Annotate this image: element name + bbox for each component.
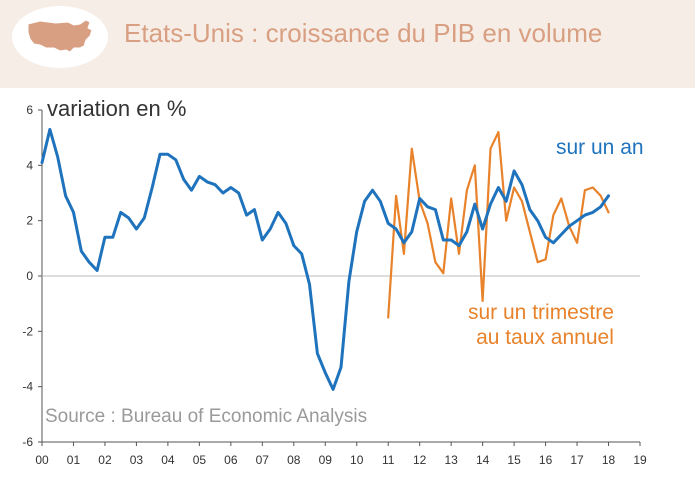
series-line-quarter — [387, 130, 610, 319]
x-tick-label: 10 — [350, 453, 364, 467]
x-tick-label: 05 — [193, 453, 207, 467]
usa-map-icon — [12, 6, 108, 68]
x-tick-label: 00 — [35, 453, 49, 467]
y-tick-label: 0 — [26, 269, 33, 283]
x-tick-label: 16 — [539, 453, 553, 467]
x-tick-label: 07 — [256, 453, 270, 467]
x-tick-label: 18 — [602, 453, 616, 467]
x-tick-label: 12 — [413, 453, 427, 467]
series-label-quarter-line2: au taux annuel — [476, 326, 614, 349]
x-tick-label: 06 — [224, 453, 238, 467]
x-tick-label: 01 — [67, 453, 81, 467]
x-tick-label: 04 — [161, 453, 175, 467]
x-tick-label: 13 — [444, 453, 458, 467]
line-chart: 6 4 2 0 -2 -4 -600 01 02 03 04 05 06 07 08 09 10 11 12 13 14… — [22, 103, 647, 467]
x-tick-label: 15 — [507, 453, 521, 467]
series-label-quarter: sur un trimestre au taux annuel — [468, 300, 614, 350]
y-axis-label: variation en % — [47, 96, 187, 121]
x-tick-label: 02 — [98, 453, 112, 467]
x-tick-label: 09 — [319, 453, 333, 467]
y-tick-label: 4 — [26, 158, 33, 172]
y-tick-label: -6 — [22, 435, 33, 449]
header-banner: Etats-Unis : croissance du PIB en volume — [0, 0, 695, 88]
series-label-quarter-line1: sur un trimestre — [468, 301, 614, 324]
chart-area: 6 4 2 0 -2 -4 -6 00 01 02 03 04 05 06 07 08 09 10 11 12 13 14… — [0, 88, 695, 483]
x-tick-label: 08 — [287, 453, 301, 467]
y-tick-label: -4 — [22, 380, 33, 394]
x-tick-label: 19 — [633, 453, 647, 467]
y-tick-label: -2 — [22, 324, 33, 338]
y-tick-label: 6 — [26, 103, 33, 117]
x-tick-label: 17 — [570, 453, 584, 467]
source-note: Source : Bureau of Economic Analysis — [45, 406, 368, 427]
x-tick-label: 14 — [476, 453, 490, 467]
x-tick-label: 11 — [382, 453, 395, 467]
series-label-year: sur un an — [556, 136, 644, 159]
series-line-year — [40, 127, 610, 391]
y-tick-label: 2 — [26, 214, 33, 228]
chart-title: Etats-Unis : croissance du PIB en volume — [124, 18, 603, 48]
x-tick-label: 03 — [130, 453, 144, 467]
